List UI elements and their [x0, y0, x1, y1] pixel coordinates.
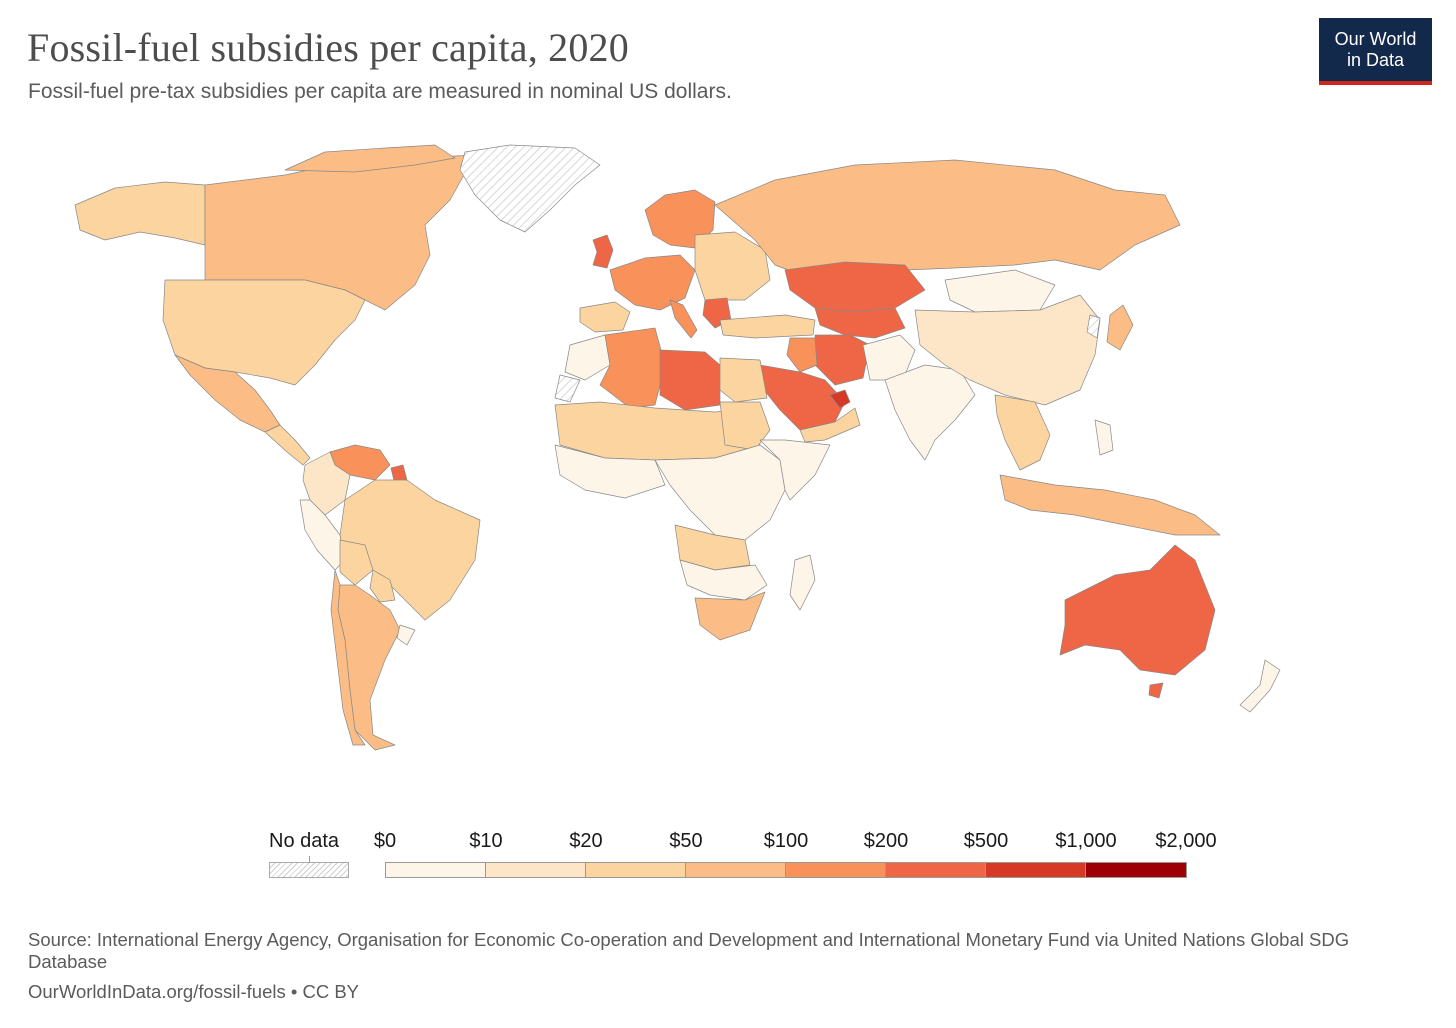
- region-alaska[interactable]: [74, 181, 206, 246]
- legend-bin-1[interactable]: [486, 862, 586, 878]
- region-kazakhstan[interactable]: [784, 261, 926, 313]
- region-pakistan-afghanistan[interactable]: [862, 334, 916, 381]
- chart-title: Fossil-fuel subsidies per capita, 2020: [27, 25, 629, 70]
- region-mongolia[interactable]: [944, 269, 1056, 313]
- legend-bin-3[interactable]: [686, 862, 786, 878]
- legend-bin-2[interactable]: [586, 862, 686, 878]
- source-link[interactable]: OurWorldInData.org/fossil-fuels • CC BY: [28, 981, 360, 1002]
- region-italy[interactable]: [669, 299, 698, 339]
- region-iraq[interactable]: [786, 337, 818, 373]
- region-southeast-asia[interactable]: [994, 394, 1051, 471]
- legend-tick-label: $1,000: [1055, 830, 1117, 852]
- region-russia[interactable]: [714, 159, 1181, 281]
- legend-bin-0[interactable]: [385, 862, 486, 878]
- legend-tick-label: $0: [373, 830, 397, 852]
- region-morocco[interactable]: [564, 334, 611, 381]
- region-east-africa[interactable]: [759, 439, 831, 501]
- region-madagascar[interactable]: [789, 554, 816, 611]
- world-map[interactable]: [55, 140, 1305, 760]
- region-iran[interactable]: [814, 334, 871, 386]
- region-southern-africa[interactable]: [679, 559, 768, 601]
- region-indonesia[interactable]: [999, 474, 1221, 536]
- region-chile[interactable]: [330, 569, 366, 746]
- region-canada-islands[interactable]: [284, 144, 456, 173]
- legend-bin-6[interactable]: [986, 862, 1086, 878]
- region-scandinavia[interactable]: [644, 189, 716, 249]
- legend-tick-label: $2,000: [1155, 830, 1217, 852]
- source-note: Source: International Energy Agency, Org…: [28, 929, 1350, 972]
- region-australia[interactable]: [1059, 544, 1216, 676]
- region-algeria[interactable]: [599, 327, 666, 409]
- region-new-zealand[interactable]: [1239, 659, 1281, 713]
- logo-line-1: Our World: [1334, 29, 1417, 49]
- region-uae-qatar[interactable]: [829, 389, 851, 409]
- map-legend: No data $0 $10 $20 $50 $100 $200 $500 $1…: [260, 822, 1217, 882]
- region-south-africa[interactable]: [694, 591, 766, 641]
- legend-tick-label: $500: [963, 830, 1009, 852]
- region-central-asia[interactable]: [814, 307, 906, 339]
- legend-tick-label: $50: [669, 830, 703, 852]
- region-china[interactable]: [914, 294, 1101, 406]
- region-eastern-europe[interactable]: [694, 231, 771, 301]
- region-iberia[interactable]: [579, 301, 631, 333]
- region-uruguay[interactable]: [396, 624, 416, 646]
- legend-bin-4[interactable]: [786, 862, 886, 878]
- legend-no-data-label: No data: [269, 830, 340, 852]
- legend-no-data-swatch[interactable]: [269, 862, 349, 878]
- legend-bin-5[interactable]: [886, 862, 986, 878]
- legend-no-data-tick: [309, 856, 310, 862]
- legend-tick-label: $10: [469, 830, 503, 852]
- region-tasmania[interactable]: [1148, 682, 1164, 699]
- region-paraguay[interactable]: [369, 569, 396, 603]
- legend-tick-label: $20: [569, 830, 603, 852]
- chart-subtitle: Fossil-fuel pre-tax subsidies per capita…: [28, 80, 732, 103]
- region-india[interactable]: [884, 364, 976, 461]
- region-western-europe[interactable]: [609, 254, 696, 311]
- region-bolivia[interactable]: [339, 539, 374, 586]
- region-western-sahara[interactable]: [554, 374, 581, 403]
- region-uk[interactable]: [592, 234, 614, 269]
- region-libya[interactable]: [659, 349, 721, 411]
- legend-bin-7[interactable]: [1086, 862, 1187, 878]
- region-central-africa[interactable]: [654, 444, 786, 541]
- region-turkey[interactable]: [719, 314, 816, 339]
- region-greenland[interactable]: [459, 144, 601, 233]
- legend-tick-label: $100: [763, 830, 809, 852]
- region-philippines[interactable]: [1094, 419, 1114, 456]
- logo-line-2: in Data: [1346, 50, 1405, 70]
- owid-logo[interactable]: Our World in Data: [1319, 18, 1432, 85]
- region-japan[interactable]: [1106, 304, 1134, 351]
- region-central-america[interactable]: [264, 424, 311, 466]
- region-egypt[interactable]: [719, 357, 768, 403]
- region-west-africa[interactable]: [554, 444, 666, 499]
- legend-tick-label: $200: [863, 830, 909, 852]
- region-korea[interactable]: [1086, 314, 1101, 339]
